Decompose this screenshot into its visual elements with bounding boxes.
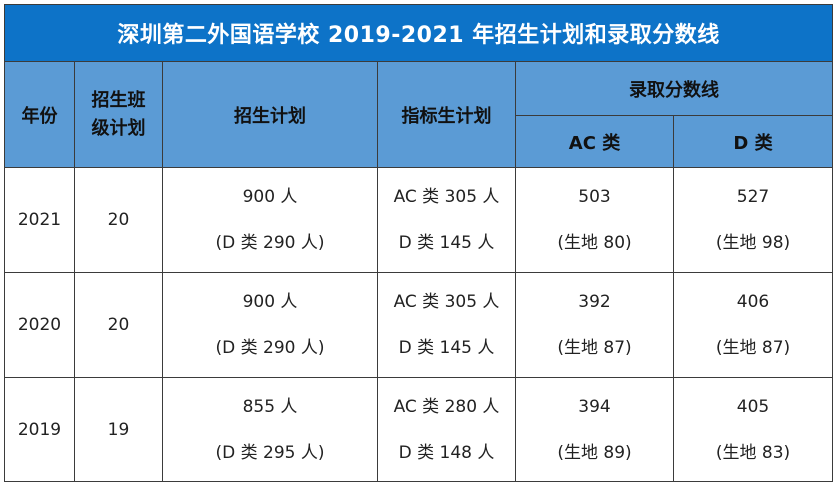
header-d: D 类 <box>672 115 834 168</box>
header-quota-plan: 指标生计划 <box>377 61 516 168</box>
admission-table: 深圳第二外国语学校 2019-2021 年招生计划和录取分数线 年份 招生班 级… <box>3 4 834 482</box>
cell-year: 2020 <box>4 272 75 378</box>
cell-ac-score: 503 (生地 80) <box>515 167 674 273</box>
d-sub: (生地 83) <box>715 442 791 463</box>
table-row: 2021 20 900 人 (D 类 290 人) AC 类 305 人 D 类 1… <box>4 167 834 273</box>
d-score: 527 <box>736 187 770 207</box>
cell-quota: AC 类 305 人 D 类 145 人 <box>377 167 516 273</box>
header-class-plan-line1: 招生班 <box>91 89 146 111</box>
quota-ac: AC 类 305 人 <box>393 187 500 207</box>
d-score: 405 <box>736 396 770 417</box>
quota-d: D 类 145 人 <box>398 233 495 253</box>
ac-sub: (生地 80) <box>557 233 632 253</box>
quota-ac: AC 类 280 人 <box>393 396 500 417</box>
plan-total: 900 人 <box>242 292 298 312</box>
ac-sub: (生地 87) <box>557 338 632 358</box>
cell-classes: 20 <box>74 272 163 378</box>
d-score: 406 <box>736 292 770 312</box>
table-title: 深圳第二外国语学校 2019-2021 年招生计划和录取分数线 <box>3 4 834 62</box>
table-row: 2020 20 900 人 (D 类 290 人) AC 类 305 人 D 类 1… <box>4 272 834 378</box>
plan-total: 900 人 <box>242 187 298 207</box>
header-enroll-plan: 招生计划 <box>162 61 378 168</box>
cell-classes: 20 <box>74 167 163 273</box>
quota-d: D 类 148 人 <box>398 442 495 463</box>
ac-score: 503 <box>578 187 611 207</box>
header-score-line: 录取分数线 <box>514 61 834 116</box>
ac-sub: (生地 89) <box>557 442 632 463</box>
d-sub: (生地 98) <box>715 233 791 253</box>
header-class-plan: 招生班 级计划 <box>74 61 163 168</box>
cell-ac-score: 392 (生地 87) <box>515 272 674 378</box>
header-class-plan-line2: 级计划 <box>91 117 146 139</box>
quota-d: D 类 145 人 <box>398 338 495 358</box>
cell-year: 2019 <box>4 377 75 482</box>
cell-plan: 900 人 (D 类 290 人) <box>162 167 378 273</box>
cell-year: 2021 <box>4 167 75 273</box>
plan-sub: (D 类 290 人) <box>215 338 325 358</box>
cell-plan: 900 人 (D 类 290 人) <box>162 272 378 378</box>
header-ac: AC 类 <box>515 115 674 168</box>
cell-quota: AC 类 280 人 D 类 148 人 <box>377 377 516 482</box>
cell-d-score: 406 (生地 87) <box>672 272 834 378</box>
cell-plan: 855 人 (D 类 295 人) <box>162 377 378 482</box>
table-row: 2019 19 855 人 (D 类 295 人) AC 类 280 人 D 类 1… <box>4 377 834 482</box>
cell-d-score: 527 (生地 98) <box>672 167 834 273</box>
plan-sub: (D 类 295 人) <box>215 442 325 463</box>
cell-quota: AC 类 305 人 D 类 145 人 <box>377 272 516 378</box>
quota-ac: AC 类 305 人 <box>393 292 500 312</box>
plan-total: 855 人 <box>242 396 298 417</box>
cell-d-score: 405 (生地 83) <box>672 377 834 482</box>
plan-sub: (D 类 290 人) <box>215 233 325 253</box>
d-sub: (生地 87) <box>715 338 791 358</box>
cell-ac-score: 394 (生地 89) <box>515 377 674 482</box>
cell-classes: 19 <box>74 377 163 482</box>
ac-score: 392 <box>578 292 611 312</box>
header-year: 年份 <box>4 61 75 168</box>
ac-score: 394 <box>578 396 611 417</box>
